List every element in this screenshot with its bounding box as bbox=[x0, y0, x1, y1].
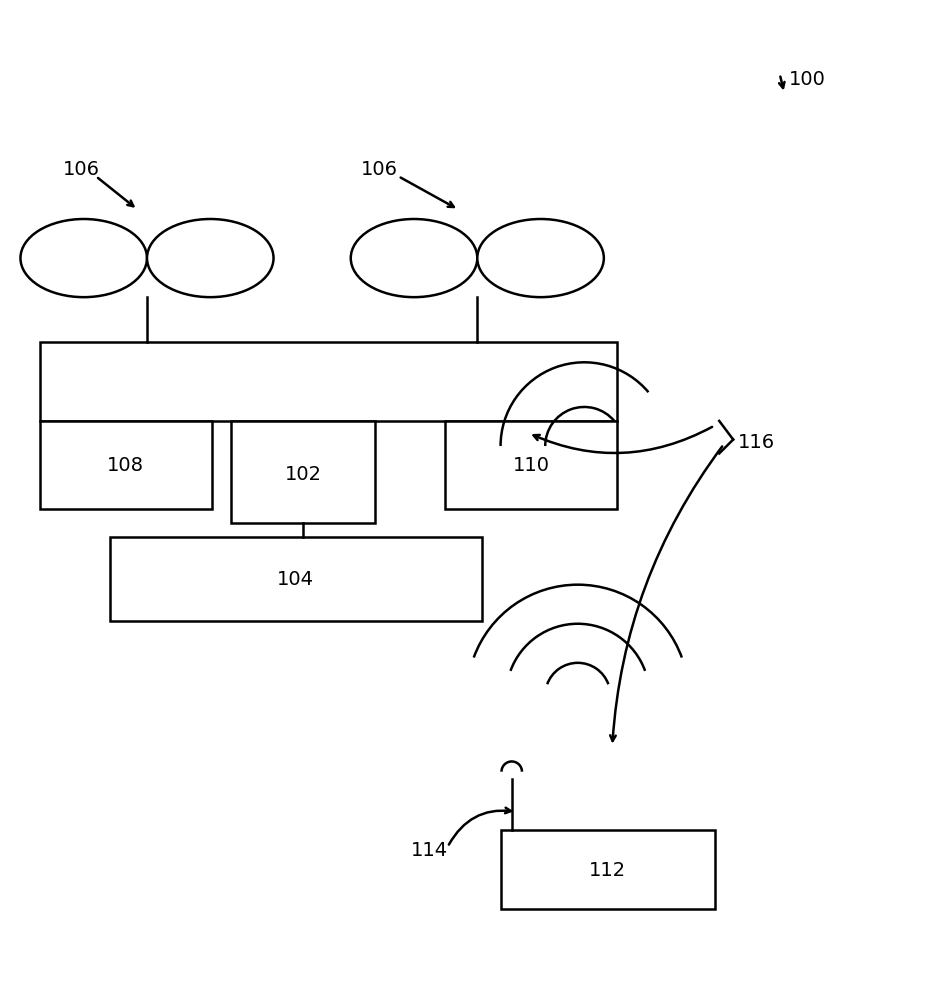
Ellipse shape bbox=[477, 219, 604, 297]
Ellipse shape bbox=[147, 219, 273, 297]
Text: 114: 114 bbox=[410, 841, 447, 860]
Bar bbox=[110, 537, 482, 621]
Bar bbox=[231, 421, 375, 523]
Text: 102: 102 bbox=[285, 465, 322, 484]
Text: 106: 106 bbox=[64, 160, 100, 179]
Ellipse shape bbox=[351, 219, 477, 297]
Text: 100: 100 bbox=[789, 70, 826, 89]
Bar bbox=[40, 342, 617, 421]
Ellipse shape bbox=[21, 219, 147, 297]
Text: 106: 106 bbox=[361, 160, 398, 179]
Text: 112: 112 bbox=[589, 861, 626, 880]
Bar bbox=[40, 421, 212, 509]
Bar bbox=[445, 421, 617, 509]
Bar bbox=[501, 830, 714, 909]
Text: 108: 108 bbox=[107, 456, 144, 475]
Text: 116: 116 bbox=[738, 433, 775, 452]
Text: 110: 110 bbox=[513, 456, 549, 475]
Text: 104: 104 bbox=[277, 570, 314, 589]
